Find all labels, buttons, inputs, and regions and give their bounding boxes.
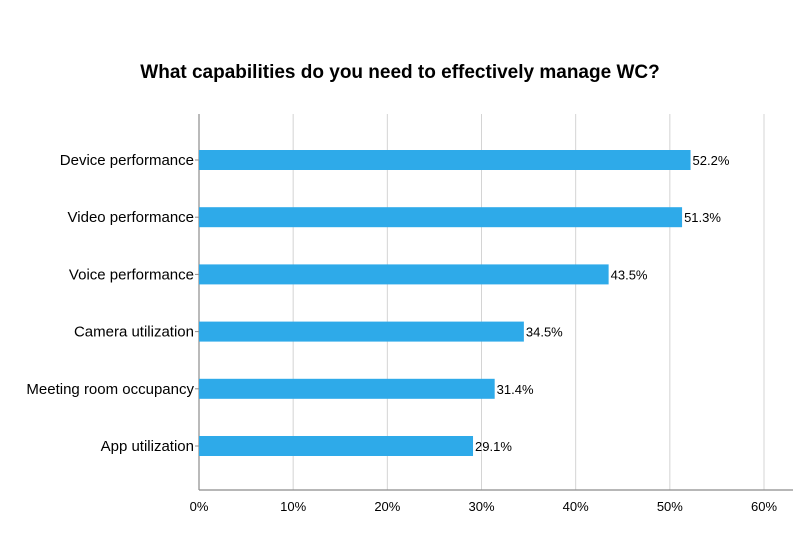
category-label-0: Device performance: [60, 152, 194, 169]
category-label-4: Meeting room occupancy: [26, 381, 194, 398]
x-tick-label-2: 20%: [374, 499, 400, 514]
bars: [199, 150, 691, 456]
labels: 0% 10% 20% 30% 40% 50% 60% Device performance 52…: [26, 152, 777, 514]
bar-4: [199, 378, 495, 399]
category-label-1: Video performance: [68, 209, 194, 226]
x-tick-label-3: 30%: [468, 499, 494, 514]
x-tick-label-1: 10%: [280, 499, 306, 514]
bar-0: [199, 150, 691, 170]
x-tick-label-0: 0%: [190, 499, 209, 514]
x-tick-label-5: 50%: [657, 499, 683, 514]
axes: [195, 114, 793, 491]
data-label-3: 34.5%: [526, 325, 563, 340]
bar-5: [199, 436, 474, 456]
category-label-5: App utilization: [101, 438, 194, 455]
data-label-2: 43.5%: [611, 267, 648, 282]
data-label-5: 29.1%: [475, 439, 512, 454]
bar-3: [199, 321, 524, 342]
category-label-3: Camera utilization: [74, 324, 194, 341]
data-label-4: 31.4%: [497, 382, 534, 397]
data-label-1: 51.3%: [684, 210, 721, 225]
bar-2: [199, 264, 609, 285]
chart-title: What capabilities do you need to effecti…: [140, 62, 660, 83]
x-tick-label-4: 40%: [563, 499, 589, 514]
x-tick-label-6: 60%: [751, 499, 777, 514]
bar-1: [199, 207, 683, 228]
gridlines: [292, 114, 765, 490]
category-label-2: Voice performance: [69, 266, 194, 283]
data-label-0: 52.2%: [693, 153, 730, 168]
